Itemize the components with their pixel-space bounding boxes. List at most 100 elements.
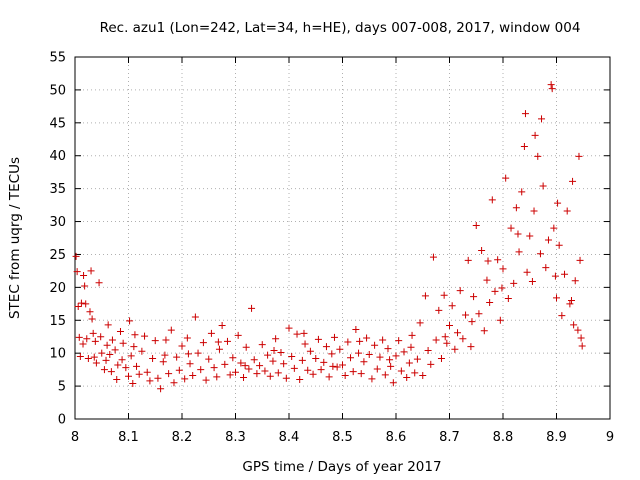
data-point (507, 224, 515, 232)
data-point (510, 279, 518, 287)
data-point (181, 375, 189, 383)
data-point (143, 368, 151, 376)
data-point (381, 371, 389, 379)
data-point (151, 337, 159, 345)
data-point (298, 356, 306, 364)
data-point (159, 358, 167, 366)
data-point (157, 385, 165, 393)
data-point (113, 376, 121, 384)
data-point (234, 331, 242, 339)
data-point (122, 364, 130, 372)
y-tick-label: 50 (49, 83, 66, 98)
data-point (538, 115, 546, 123)
data-point (74, 302, 82, 310)
data-point (135, 370, 143, 378)
data-point (89, 329, 97, 337)
data-point (534, 152, 542, 160)
grid (75, 57, 610, 419)
data-point (100, 366, 108, 374)
data-point (186, 360, 194, 368)
data-point (514, 230, 522, 238)
data-point (317, 366, 325, 374)
data-point (363, 334, 371, 342)
data-point (523, 268, 531, 276)
data-point (397, 367, 405, 375)
data-point (309, 370, 317, 378)
data-point (478, 247, 486, 255)
data-point (554, 199, 562, 207)
data-point (368, 375, 376, 383)
data-point (165, 370, 173, 378)
data-point (261, 367, 269, 375)
y-axis-label: STEC from uqrg / TECUs (7, 157, 23, 319)
data-point (570, 321, 578, 329)
data-point (88, 315, 96, 323)
data-point (274, 369, 282, 377)
data-point (329, 362, 337, 370)
data-point (293, 330, 301, 338)
data-point (454, 329, 462, 337)
data-point (161, 351, 169, 359)
x-tick-label: 8.7 (439, 430, 460, 445)
data-point (528, 277, 536, 285)
data-point (218, 322, 226, 330)
data-point (266, 372, 274, 380)
data-point (536, 250, 544, 258)
data-point (82, 300, 90, 308)
data-point (256, 362, 264, 370)
y-tick-label: 5 (58, 380, 66, 395)
y-tick-label: 15 (49, 314, 66, 329)
data-point (141, 332, 149, 340)
data-point (502, 174, 510, 182)
data-point (77, 299, 85, 307)
data-point (237, 359, 245, 367)
data-point (91, 337, 99, 345)
data-point (435, 306, 443, 314)
data-point (129, 379, 137, 387)
data-point (352, 325, 360, 333)
data-point (314, 335, 322, 343)
data-point (336, 345, 344, 353)
data-point (269, 357, 277, 365)
data-point (296, 376, 304, 384)
data-point (424, 347, 432, 355)
data-point (518, 188, 526, 196)
data-point (498, 284, 506, 292)
data-point (459, 335, 467, 343)
data-point (205, 355, 213, 363)
data-point (371, 341, 379, 349)
data-point (547, 81, 555, 89)
data-point (175, 366, 183, 374)
y-tick-label: 30 (49, 215, 66, 230)
data-point (530, 207, 538, 215)
data-point (563, 207, 571, 215)
data-point (387, 362, 395, 370)
data-point (213, 373, 221, 381)
data-point (440, 291, 448, 299)
x-tick-label: 8 (71, 430, 79, 445)
y-tick-label: 10 (49, 347, 66, 362)
data-point (199, 339, 207, 347)
data-point (355, 349, 363, 357)
data-point (344, 338, 352, 346)
x-tick-label: 8.2 (172, 430, 193, 445)
data-point (272, 335, 280, 343)
y-tick-label: 20 (49, 281, 66, 296)
data-point (339, 361, 346, 369)
data-point (189, 372, 197, 380)
data-point (280, 360, 288, 368)
data-point (92, 359, 100, 367)
data-point (119, 339, 127, 347)
data-point (373, 365, 381, 373)
data-point (116, 327, 124, 335)
data-point (130, 343, 138, 351)
data-point (475, 310, 483, 318)
data-point (301, 340, 309, 348)
data-point (413, 355, 421, 363)
data-point (472, 221, 480, 229)
data-point (207, 329, 215, 337)
data-point (515, 248, 523, 256)
data-point (470, 293, 478, 301)
